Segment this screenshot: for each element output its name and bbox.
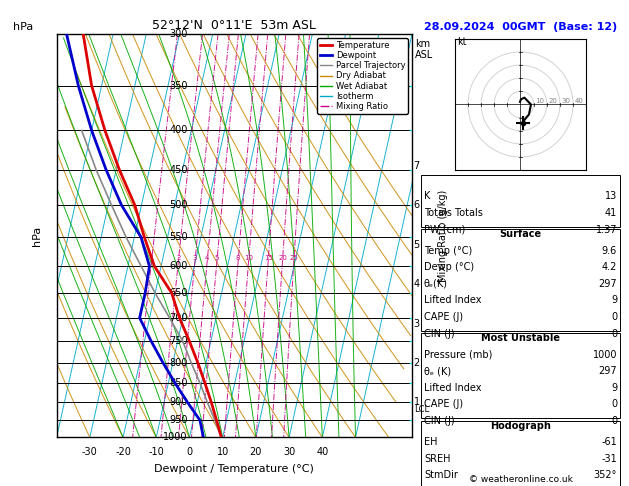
Text: hPa: hPa (32, 226, 42, 246)
Text: 297: 297 (598, 279, 617, 289)
Text: 2: 2 (176, 255, 181, 260)
Text: 1: 1 (414, 398, 420, 407)
Text: 600: 600 (169, 261, 188, 271)
Text: 9: 9 (611, 383, 617, 393)
Text: 300: 300 (169, 29, 188, 39)
Text: 40: 40 (316, 448, 328, 457)
Text: CAPE (J): CAPE (J) (424, 399, 463, 410)
Text: θₑ(K): θₑ(K) (424, 279, 448, 289)
Text: 4: 4 (205, 255, 209, 260)
Text: -61: -61 (601, 437, 617, 448)
Text: PW (cm): PW (cm) (424, 225, 465, 235)
Text: 7: 7 (414, 161, 420, 171)
Text: 13: 13 (605, 191, 617, 202)
Text: 2: 2 (414, 358, 420, 368)
Text: 0: 0 (611, 329, 617, 339)
Text: -20: -20 (115, 448, 131, 457)
Text: Hodograph: Hodograph (490, 421, 551, 431)
Text: kt: kt (457, 37, 467, 48)
Text: Lifted Index: Lifted Index (424, 383, 481, 393)
Text: Totals Totals: Totals Totals (424, 208, 483, 218)
Text: 297: 297 (598, 366, 617, 377)
Text: CIN (J): CIN (J) (424, 416, 455, 426)
Text: 1000: 1000 (164, 433, 188, 442)
Text: hPa: hPa (13, 21, 33, 32)
Text: 700: 700 (169, 313, 188, 323)
Text: 6: 6 (414, 200, 420, 210)
Text: θₑ (K): θₑ (K) (424, 366, 451, 377)
Text: 30: 30 (561, 98, 570, 104)
Text: Temp (°C): Temp (°C) (424, 246, 472, 256)
Text: Dewpoint / Temperature (°C): Dewpoint / Temperature (°C) (154, 464, 314, 474)
Text: Dewp (°C): Dewp (°C) (424, 262, 474, 273)
Text: km
ASL: km ASL (415, 39, 433, 60)
Text: 20: 20 (278, 255, 287, 260)
Text: 500: 500 (169, 200, 188, 210)
Text: © weatheronline.co.uk: © weatheronline.co.uk (469, 474, 572, 484)
Text: 25: 25 (289, 255, 298, 260)
Text: 400: 400 (169, 125, 188, 136)
Text: 9.6: 9.6 (602, 246, 617, 256)
Text: 40: 40 (574, 98, 583, 104)
Text: 350: 350 (169, 81, 188, 91)
Text: 30: 30 (283, 448, 295, 457)
Text: 52°12'N  0°11'E  53m ASL: 52°12'N 0°11'E 53m ASL (152, 18, 316, 32)
Text: 5: 5 (214, 255, 219, 260)
Text: StmDir: StmDir (424, 470, 458, 481)
Text: -31: -31 (601, 454, 617, 464)
Text: 4.2: 4.2 (602, 262, 617, 273)
Text: 20: 20 (250, 448, 262, 457)
Text: Most Unstable: Most Unstable (481, 333, 560, 344)
Text: 3: 3 (414, 318, 420, 329)
Text: 41: 41 (605, 208, 617, 218)
Text: 1.37: 1.37 (596, 225, 617, 235)
Text: 3: 3 (192, 255, 198, 260)
Text: Pressure (mb): Pressure (mb) (424, 350, 493, 360)
Text: 950: 950 (169, 415, 188, 425)
Text: 9: 9 (611, 295, 617, 306)
Text: 800: 800 (169, 358, 188, 367)
Text: Mixing Ratio (g/kg): Mixing Ratio (g/kg) (438, 190, 448, 282)
Text: Surface: Surface (499, 229, 542, 240)
Text: 10: 10 (216, 448, 229, 457)
Text: 4: 4 (414, 279, 420, 289)
Text: 1: 1 (149, 255, 154, 260)
Text: 0: 0 (611, 312, 617, 322)
Text: 5: 5 (414, 240, 420, 250)
Text: LCL: LCL (414, 405, 429, 414)
Text: 0: 0 (186, 448, 192, 457)
Text: 352°: 352° (594, 470, 617, 481)
Text: -30: -30 (82, 448, 97, 457)
Text: 550: 550 (169, 232, 188, 242)
Text: 0: 0 (611, 399, 617, 410)
Text: 1000: 1000 (593, 350, 617, 360)
Text: 0: 0 (611, 416, 617, 426)
Text: 850: 850 (169, 378, 188, 388)
Text: 650: 650 (169, 288, 188, 298)
Text: 8: 8 (236, 255, 240, 260)
Text: 15: 15 (264, 255, 272, 260)
Text: 900: 900 (169, 397, 188, 407)
Text: 10: 10 (535, 98, 544, 104)
Text: 10: 10 (244, 255, 253, 260)
Text: 20: 20 (548, 98, 557, 104)
Text: 450: 450 (169, 165, 188, 175)
Text: SREH: SREH (424, 454, 450, 464)
Text: CIN (J): CIN (J) (424, 329, 455, 339)
Text: 750: 750 (169, 336, 188, 346)
Text: -10: -10 (148, 448, 164, 457)
Text: 28.09.2024  00GMT  (Base: 12): 28.09.2024 00GMT (Base: 12) (424, 21, 617, 32)
Text: EH: EH (424, 437, 437, 448)
Text: K: K (424, 191, 430, 202)
Legend: Temperature, Dewpoint, Parcel Trajectory, Dry Adiabat, Wet Adiabat, Isotherm, Mi: Temperature, Dewpoint, Parcel Trajectory… (318, 38, 408, 114)
Text: Lifted Index: Lifted Index (424, 295, 481, 306)
Text: CAPE (J): CAPE (J) (424, 312, 463, 322)
